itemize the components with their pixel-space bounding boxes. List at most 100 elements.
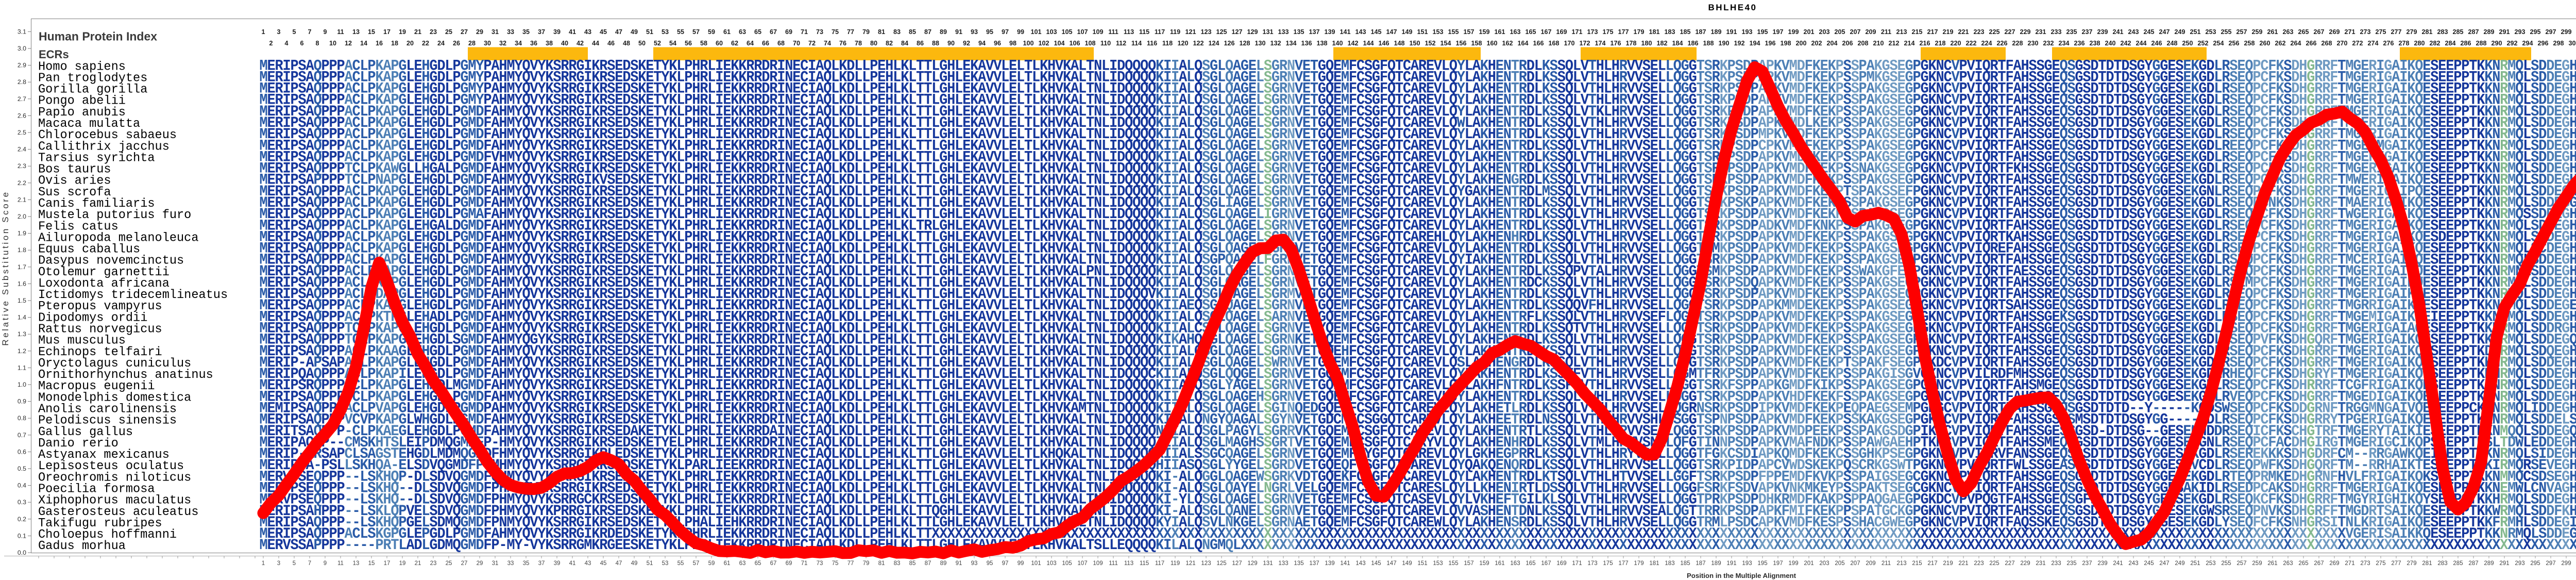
svg-text:199: 199 (1788, 560, 1798, 567)
svg-text:ERIPSA PPP LE GDLP FA: ERIPSA PPP LE GDLP FAHMYQVYKSRRGIKRSEDSK… (260, 251, 2576, 269)
svg-text:268: 268 (2321, 40, 2332, 47)
svg-text:14: 14 (360, 40, 367, 47)
svg-text:8: 8 (315, 40, 319, 47)
svg-text:141: 141 (1340, 28, 1350, 36)
svg-text:M Q CLP G H GMD: M Q CLP G H GMD KI L GL AGE VET M Y K EN… (260, 183, 2576, 201)
svg-text:216: 216 (1919, 40, 1930, 47)
svg-text:225: 225 (1989, 28, 1999, 36)
svg-text:190: 190 (1718, 40, 1729, 47)
svg-text:210: 210 (1873, 40, 1884, 47)
svg-text:78: 78 (855, 40, 862, 47)
svg-text:39: 39 (553, 28, 561, 36)
svg-text:253: 253 (2206, 560, 2215, 567)
svg-text:M Q CLP G H GMA: M Q CLP G H GMA KI L GL AGE VET M Y K EN… (260, 205, 2576, 223)
svg-text:ERVSSA PPP AD GDMQ FP: ERVSSA PPP AD GDMQ FP-MY-VYKSRRGMKRGEESK… (260, 536, 2576, 554)
svg-text:M Q CLP G H GMD: M Q CLP G H GMD KI L GL AGE VET M Y K EN… (260, 103, 2576, 121)
svg-text:69: 69 (785, 28, 792, 36)
svg-text:- PRT: - PRT L N Q X XX X XX XXX XX XXXX XX (260, 536, 2576, 554)
svg-text:71: 71 (801, 560, 808, 567)
svg-text:232: 232 (2043, 40, 2054, 47)
svg-text:219: 219 (1943, 560, 1953, 567)
svg-text:N: N K AP MD P S KGSE PC DH RRF R G G F SD … (260, 319, 2576, 337)
svg-text:269: 269 (2329, 28, 2340, 36)
svg-text:251: 251 (2190, 28, 2200, 36)
svg-text:2.3: 2.3 (18, 162, 26, 170)
svg-text:S: S G R (260, 285, 2509, 303)
svg-text:M Q CLP G H GMD: M Q CLP G H GMD KI L GL AGE VET M Y K EN… (260, 285, 2576, 303)
svg-text:N: N K IP MD P Q EGSE PC DD RNF M G G P SW … (260, 399, 2576, 417)
svg-text:38: 38 (546, 40, 553, 47)
svg-text:K: K K FP MD P S IGSE PR DH RNF R G G F SH … (260, 468, 2576, 486)
svg-text:175: 175 (1603, 560, 1613, 567)
svg-text:ERIPSA PPP LE GALD FA: ERIPSA PPP LE GALD FAHMYQVYKSRRGIKRSEDSK… (260, 217, 2576, 235)
svg-text:254: 254 (2213, 40, 2224, 47)
svg-text:A KAP: A KAP I S Q L GR T TS PSD KV FKEK PA (260, 57, 2576, 75)
svg-text:42: 42 (577, 40, 584, 47)
svg-text:A KGP: A KGP X X X X XX X XX XXX XX XXXX XX (260, 525, 2576, 543)
svg-text:143: 143 (1355, 560, 1365, 567)
svg-text:213: 213 (1896, 28, 1907, 36)
svg-text:233: 233 (2051, 560, 2061, 567)
svg-text:130: 130 (1255, 40, 1265, 47)
svg-text:193: 193 (1742, 560, 1752, 567)
svg-text:3: 3 (277, 560, 280, 567)
svg-text:76: 76 (839, 40, 846, 47)
svg-text:N: N K AP MD P S KGSE PC DH RRF R G G F SD … (260, 159, 2576, 177)
svg-text:N: N N AP MD P S KGSE PC DH RRY R G L F SM … (260, 410, 2576, 428)
svg-text:115: 115 (1139, 28, 1149, 36)
svg-text:5: 5 (293, 560, 296, 567)
svg-text:273: 273 (2360, 560, 2370, 567)
svg-text:Xiphophorus maculatus: Xiphophorus maculatus (38, 494, 191, 508)
svg-text:99: 99 (1017, 28, 1024, 36)
svg-text:S: S G R (260, 445, 2509, 463)
svg-text:206: 206 (1842, 40, 1853, 47)
svg-text:M Q CLP G H GMY: M Q CLP G H GMY KI L GL AGE VET M Y K EN… (260, 91, 2576, 109)
svg-text:BHLHE40: BHLHE40 (1708, 3, 1757, 12)
svg-text:172: 172 (1579, 40, 1590, 47)
svg-text:43: 43 (585, 560, 591, 567)
svg-text:101: 101 (1030, 28, 1041, 36)
svg-text:A KAP: A KAP I S Q L GR T TS PSD KV FKEK PA (260, 125, 2576, 143)
svg-text:123: 123 (1201, 560, 1211, 567)
svg-text:A KAP: A KAP I S Q L GR T TS PSD KV FKEK PA (260, 183, 2576, 201)
svg-text:19: 19 (399, 28, 406, 36)
svg-text:40: 40 (561, 40, 568, 47)
svg-text:183: 183 (1665, 560, 1674, 567)
svg-text:77: 77 (847, 28, 854, 36)
svg-text:2.5: 2.5 (18, 129, 26, 136)
svg-text:21: 21 (415, 560, 421, 567)
svg-text:267: 267 (2313, 28, 2324, 36)
svg-text:108: 108 (1084, 40, 1095, 47)
svg-text:195: 195 (1757, 560, 1767, 567)
svg-text:132: 132 (1270, 40, 1281, 47)
svg-text:ERIPSA PPP VE SDVQ FP: ERIPSA PPP VE SDVQ FPHMYQVYKPRRGIKRSEDSK… (260, 502, 2576, 520)
svg-text:33: 33 (507, 560, 514, 567)
svg-text:211: 211 (1881, 28, 1891, 36)
svg-text:S: S G R (260, 319, 2509, 337)
svg-text:A KAP: A KAP I S Q L GR T TS PSD KV LKEK PA (260, 114, 2576, 132)
svg-text:33: 33 (507, 28, 514, 36)
svg-text:180: 180 (1641, 40, 1652, 47)
svg-text:169: 169 (1556, 560, 1566, 567)
svg-text:142: 142 (1347, 40, 1358, 47)
svg-text:117: 117 (1155, 560, 1164, 567)
svg-text:226: 226 (1996, 40, 2007, 47)
svg-text:S: S G R (260, 194, 2509, 212)
svg-text:291: 291 (2499, 28, 2510, 36)
svg-text:217: 217 (1927, 28, 1938, 36)
svg-text:77: 77 (848, 560, 854, 567)
svg-text:Monodelphis domestica: Monodelphis domestica (38, 391, 191, 405)
svg-text:141: 141 (1340, 560, 1350, 567)
svg-text:275: 275 (2375, 28, 2386, 36)
svg-text:63: 63 (739, 560, 746, 567)
svg-text:271: 271 (2345, 560, 2354, 567)
svg-text:ERIPSA PPP LE GDLP FA: ERIPSA PPP LE GDLP FAHMYQVYKSRRGIKRSEDSK… (260, 114, 2576, 132)
svg-text:154: 154 (1440, 40, 1451, 47)
svg-text:93: 93 (971, 28, 978, 36)
svg-text:269: 269 (2329, 560, 2339, 567)
svg-text:125: 125 (1216, 28, 1227, 36)
svg-text:292: 292 (2506, 40, 2517, 47)
svg-text:239: 239 (2097, 28, 2108, 36)
svg-text:138: 138 (1316, 40, 1327, 47)
svg-text:265: 265 (2298, 560, 2308, 567)
